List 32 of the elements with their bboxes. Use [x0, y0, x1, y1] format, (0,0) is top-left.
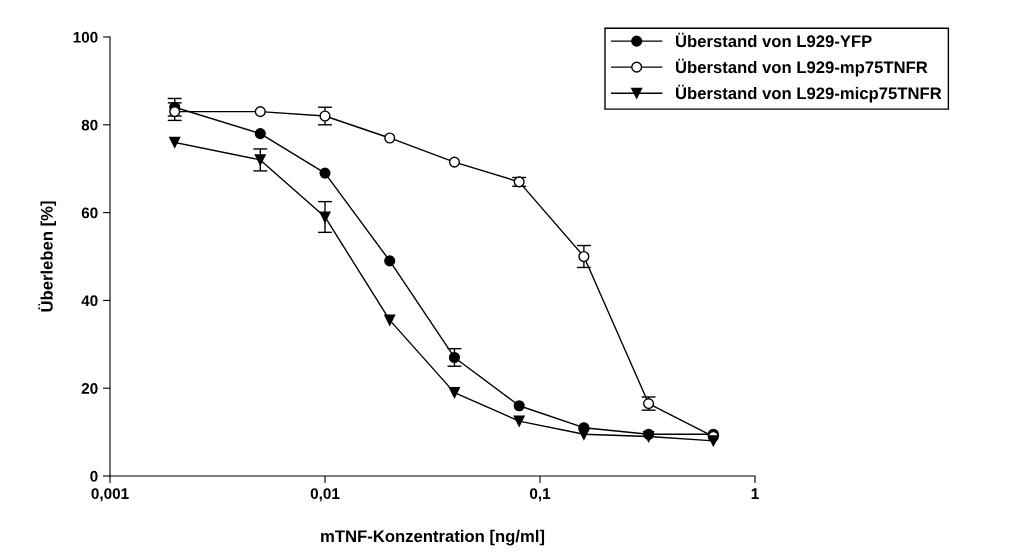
point [319, 167, 331, 179]
point [513, 400, 525, 412]
point [513, 415, 525, 427]
point [448, 156, 460, 168]
y-tick-label: 0 [90, 470, 98, 482]
point [578, 250, 590, 263]
x-tick-label: 0,1 [529, 488, 551, 502]
point [384, 314, 396, 326]
point [319, 110, 331, 122]
x-tick-label: 0,01 [310, 488, 340, 502]
y-tick-label: 40 [81, 295, 98, 307]
x-axis-title: mTNF-Konzentration [ng/ml] [321, 529, 545, 546]
point [384, 255, 396, 267]
point [578, 428, 590, 440]
point [254, 128, 266, 140]
point [254, 106, 266, 118]
legend-label: Überstand von L929-mp75TNFR [676, 58, 928, 77]
point [384, 132, 396, 144]
point [707, 435, 719, 447]
y-tick-label: 60 [81, 207, 98, 219]
legend-label: Überstand von L929-micp75TNFR [676, 84, 942, 103]
x-tick-label: 0,001 [91, 488, 129, 502]
y-tick-label: 100 [73, 31, 98, 43]
point [319, 211, 331, 223]
x-tick-label: 1 [751, 488, 759, 499]
y-axis-title: Überleben [%] [38, 201, 57, 312]
legend-label: Überstand von L929-YFP [676, 32, 872, 48]
y-tick-label: 20 [81, 383, 98, 394]
point [254, 154, 266, 166]
point [448, 387, 460, 399]
point [448, 351, 460, 364]
y-tick-label: 80 [81, 119, 98, 131]
